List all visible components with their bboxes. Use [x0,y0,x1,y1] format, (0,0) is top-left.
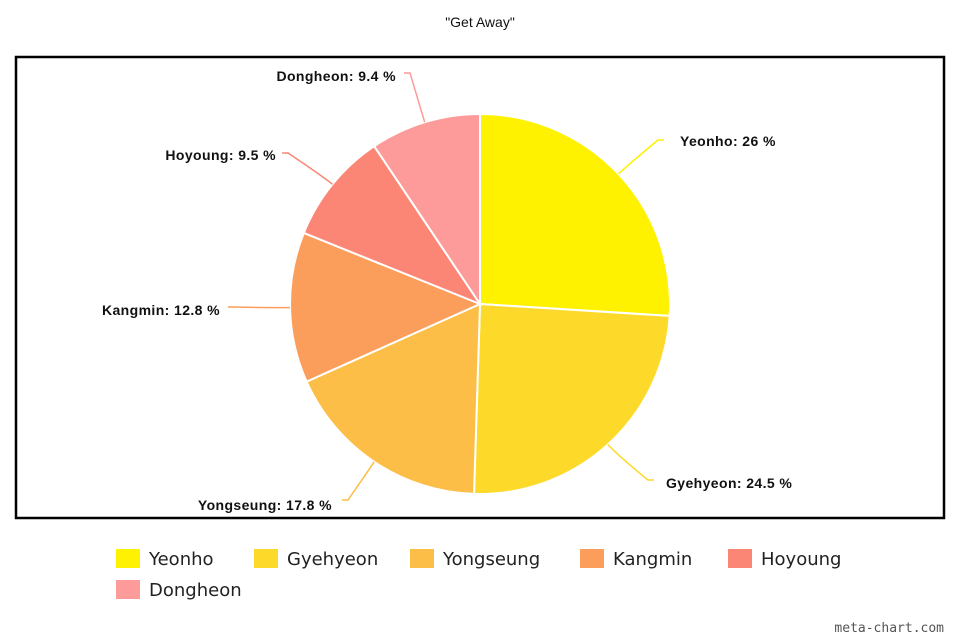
legend-swatch-kangmin [580,549,604,568]
legend-label-hoyoung: Hoyoung [761,549,841,570]
connector-yeonho [617,139,664,175]
connector-kangmin [228,306,291,309]
legend-item-yongseung[interactable]: Yongseung [410,549,540,570]
legend-label-yeonho: Yeonho [148,549,214,570]
slice-label-yongseung: Yongseung: 17.8 % [198,497,332,513]
pie-slice-yongseung [305,302,482,495]
legend-item-dongheon[interactable]: Dongheon [116,580,242,601]
legend-swatch-hoyoung [728,549,752,568]
pie-slice-dongheon [372,112,481,308]
slice-label-yeonho: Yeonho: 26 % [680,133,776,149]
legend: Yeonho Gyehyeon Yongseung Kangmin Hoyoung Don… [116,549,841,601]
slices-layer [289,112,672,495]
connector-dongheon [404,72,426,123]
pie-slice-kangmin [289,231,483,383]
legend-swatch-gyehyeon [254,549,278,568]
legend-label-kangmin: Kangmin [613,549,692,570]
legend-label-dongheon: Dongheon [149,580,242,601]
slice-label-kangmin: Kangmin: 12.8 % [102,302,220,318]
watermark: meta-chart.com [834,621,944,636]
connector-hoyoung [282,152,333,185]
chart-title: "Get Away" [445,14,515,30]
legend-item-gyehyeon[interactable]: Gyehyeon [254,549,378,570]
slice-label-gyehyeon: Gyehyeon: 24.5 % [666,475,792,491]
slice-label-hoyoung: Hoyoung: 9.5 % [165,147,276,163]
pie-slice-yeonho [479,112,672,317]
connector-yongseung [342,461,375,501]
legend-swatch-yeonho [116,549,140,568]
slice-label-dongheon: Dongheon: 9.4 % [276,68,396,84]
slice-labels: Yeonho: 26 % Gyehyeon: 24.5 % Yongseung: 1… [102,68,792,513]
label-connectors [228,72,664,501]
legend-label-gyehyeon: Gyehyeon [287,549,378,570]
legend-swatch-yongseung [410,549,434,568]
legend-label-yongseung: Yongseung [442,549,540,570]
legend-swatch-dongheon [116,580,140,599]
legend-item-hoyoung[interactable]: Hoyoung [728,549,841,570]
legend-item-kangmin[interactable]: Kangmin [580,549,692,570]
legend-item-yeonho[interactable]: Yeonho [116,549,214,570]
connector-gyehyeon [607,443,654,481]
